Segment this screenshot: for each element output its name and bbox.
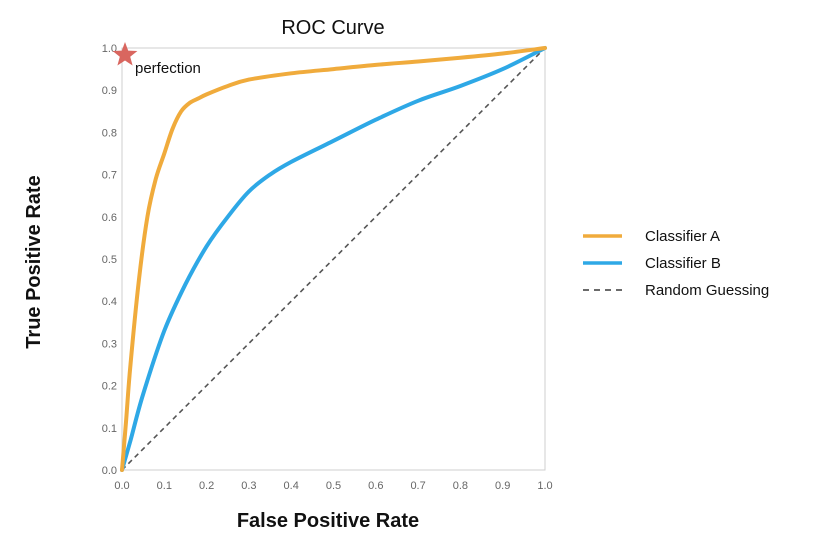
y-tick-label: 0.4 [102,296,117,308]
y-tick-label: 0.1 [102,423,117,435]
x-tick-label: 0.2 [199,480,214,492]
legend-label: Classifier B [645,255,721,272]
x-tick-label: 0.9 [495,480,510,492]
x-axis-label: False Positive Rate [237,510,419,532]
series-line-classifier-b [120,46,547,472]
series-line-random-guessing [121,47,546,471]
legend-label: Classifier A [645,228,720,245]
x-tick-label: 0.1 [157,480,172,492]
y-tick-label: 0.7 [102,170,117,182]
x-tick-label: 0.7 [410,480,425,492]
y-tick-label: 0.3 [102,338,117,350]
star-marker-icon [112,42,138,66]
x-tick-label: 0.3 [241,480,256,492]
x-tick-label: 0.8 [453,480,468,492]
x-tick-label: 0.0 [114,480,129,492]
x-tick-label: 0.5 [326,480,341,492]
y-tick-label: 0.8 [102,127,117,139]
plot-frame [121,47,546,471]
y-axis-label: True Positive Rate [23,175,45,348]
x-tick-label: 0.6 [368,480,383,492]
series-layer [120,46,547,472]
annotation-label: perfection [135,60,201,77]
tick-layer: 0.0 0.1 0.2 0.3 0.4 0.5 0.6 0.7 0.8 0.9 1.0 0.0 0.1 0… [102,43,553,492]
y-tick-label: 0.5 [102,254,117,266]
y-tick-label: 0.2 [102,381,117,393]
chart-title: ROC Curve [281,17,384,39]
x-tick-label: 0.4 [284,480,299,492]
y-tick-label: 1.0 [102,43,117,55]
y-tick-label: 0.0 [102,465,117,477]
y-tick-label: 0.9 [102,85,117,97]
annotation-layer: perfection [112,42,201,77]
y-tick-label: 0.6 [102,212,117,224]
legend: Classifier A Classifier B Random Guessing [583,228,769,299]
x-tick-label: 1.0 [537,480,552,492]
legend-label: Random Guessing [645,282,769,299]
series-line-classifier-a [120,46,547,472]
